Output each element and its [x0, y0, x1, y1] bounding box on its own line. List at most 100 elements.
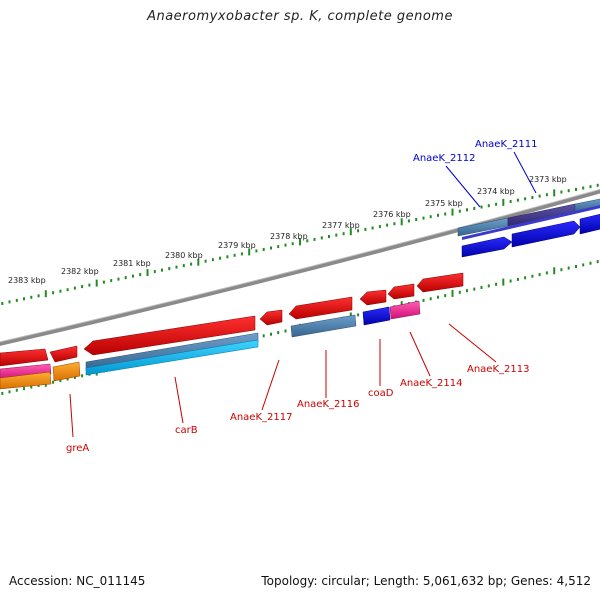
- gene-bar-magenta[interactable]: [389, 300, 421, 320]
- gene-block-steelblue[interactable]: [574, 198, 600, 213]
- ruler-minor-tick: [262, 334, 265, 338]
- ruler-minor-tick: [415, 218, 418, 221]
- scale-label: 2373 kbp: [529, 175, 567, 184]
- gene-label-anaek-2116[interactable]: AnaeK_2116: [297, 399, 359, 410]
- gene-bar-cyan[interactable]: [85, 339, 259, 376]
- gene-arrow-blue[interactable]: [511, 220, 581, 248]
- ruler-minor-tick: [1, 391, 4, 395]
- ruler-minor-tick: [342, 232, 345, 236]
- ruler-minor-tick: [560, 268, 563, 272]
- ruler-minor-tick: [357, 229, 360, 233]
- ruler-minor-tick: [575, 187, 577, 191]
- gene-arrow-red[interactable]: [259, 309, 283, 326]
- ruler-minor-tick: [516, 198, 519, 202]
- gene-arrow-red[interactable]: [83, 315, 256, 356]
- gene-arrow-blue[interactable]: [579, 213, 600, 235]
- ruler-minor-tick: [378, 225, 381, 229]
- gene-bar-steelblue[interactable]: [290, 314, 357, 338]
- gene-label-anaek-2117[interactable]: AnaeK_2117: [230, 412, 292, 423]
- ruler-major-tick: [44, 290, 47, 298]
- ruler-minor-tick: [284, 329, 287, 333]
- ruler-minor-tick: [190, 262, 193, 266]
- gene-label-carb[interactable]: carB: [175, 425, 198, 436]
- gene-label-anaek-2113[interactable]: AnaeK_2113: [467, 364, 529, 375]
- ruler-minor-tick: [15, 388, 18, 392]
- gene-arrow-red[interactable]: [288, 296, 353, 320]
- ruler-minor-tick: [219, 256, 222, 260]
- ruler-major-tick: [400, 218, 403, 226]
- gene-arrow-red[interactable]: [359, 289, 387, 306]
- ruler-minor-tick: [567, 189, 570, 193]
- scale-label: 2377 kbp: [322, 221, 360, 230]
- ruler-minor-tick: [66, 288, 69, 292]
- ruler-major-tick: [248, 248, 251, 256]
- ruler-minor-tick: [473, 287, 476, 291]
- ruler-minor-tick: [117, 277, 120, 281]
- ruler-minor-tick: [473, 206, 476, 210]
- ruler-minor-tick: [407, 219, 410, 223]
- ruler-minor-tick: [233, 253, 236, 257]
- gene-bar-blue[interactable]: [362, 306, 391, 326]
- ruler-minor-tick: [480, 286, 483, 289]
- ruler-minor-tick: [88, 283, 91, 287]
- gene-label-anaek-2112[interactable]: AnaeK_2112: [413, 153, 475, 164]
- accession-text: Accession: NC_011145: [9, 574, 146, 588]
- gene-bar-orange[interactable]: [0, 371, 52, 390]
- gene-label-anaek-2114[interactable]: AnaeK_2114: [400, 378, 462, 389]
- gene-label-coad[interactable]: coaD: [368, 388, 394, 399]
- ruler-minor-tick: [589, 261, 592, 265]
- ruler-minor-tick: [495, 282, 498, 286]
- ruler-minor-tick: [480, 205, 483, 209]
- ruler-major-tick: [197, 258, 200, 266]
- gene-arrow-red[interactable]: [387, 283, 415, 300]
- ruler-minor-tick: [531, 274, 534, 278]
- ruler-minor-tick: [429, 215, 432, 219]
- ruler-minor-tick: [102, 280, 105, 284]
- gene-arrow-red[interactable]: [416, 272, 464, 293]
- gene-label-grea[interactable]: greA: [66, 443, 89, 454]
- ruler-minor-tick: [487, 284, 490, 288]
- ruler-major-tick: [502, 198, 505, 206]
- gene-arrow-blue[interactable]: [461, 236, 513, 258]
- ruler-minor-tick: [524, 197, 527, 201]
- ruler-major-tick: [349, 228, 352, 236]
- gene-bar-magenta[interactable]: [0, 363, 52, 381]
- ruler-minor-tick: [335, 233, 338, 237]
- ruler-minor-tick: [429, 297, 432, 301]
- ruler-minor-tick: [567, 266, 570, 270]
- ruler-minor-tick: [437, 213, 439, 217]
- gene-label-anaek-2111[interactable]: AnaeK_2111: [475, 139, 537, 150]
- ruler-minor-tick: [422, 216, 425, 220]
- ruler-minor-tick: [182, 264, 185, 268]
- ruler-minor-tick: [30, 295, 33, 299]
- ruler-minor-tick: [37, 294, 40, 298]
- ruler-minor-tick: [139, 273, 142, 277]
- ruler-minor-tick: [1, 302, 4, 305]
- gene-arrow-red[interactable]: [49, 345, 78, 363]
- ruler-minor-tick: [161, 268, 163, 272]
- ruler-minor-tick: [81, 285, 84, 289]
- ruler-minor-tick: [582, 263, 585, 267]
- ruler-major-tick: [451, 208, 454, 216]
- ruler-minor-tick: [66, 377, 69, 381]
- ruler-minor-tick: [81, 374, 84, 378]
- ruler-minor-tick: [23, 297, 25, 301]
- ruler-minor-tick: [524, 276, 527, 280]
- gene-bar-orange[interactable]: [52, 361, 81, 382]
- ruler-major-tick: [95, 279, 98, 287]
- ruler-minor-tick: [284, 243, 287, 247]
- gene-arrow-red[interactable]: [0, 348, 49, 367]
- ruler-minor-tick: [73, 286, 76, 290]
- scale-label: 2381 kbp: [113, 259, 151, 268]
- ruler-minor-tick: [466, 289, 468, 293]
- ruler-minor-tick: [52, 380, 55, 384]
- ruler-minor-tick: [444, 294, 447, 298]
- genome-summary-text: Topology: circular; Length: 5,061,632 bp…: [261, 574, 591, 588]
- ruler-minor-tick: [15, 298, 18, 302]
- scale-label: 2382 kbp: [61, 267, 99, 276]
- ruler-major-tick: [553, 267, 556, 275]
- ruler-minor-tick: [582, 186, 585, 190]
- ruler-minor-tick: [8, 390, 11, 394]
- ruler-minor-tick: [538, 273, 541, 277]
- ruler-major-tick: [146, 269, 149, 277]
